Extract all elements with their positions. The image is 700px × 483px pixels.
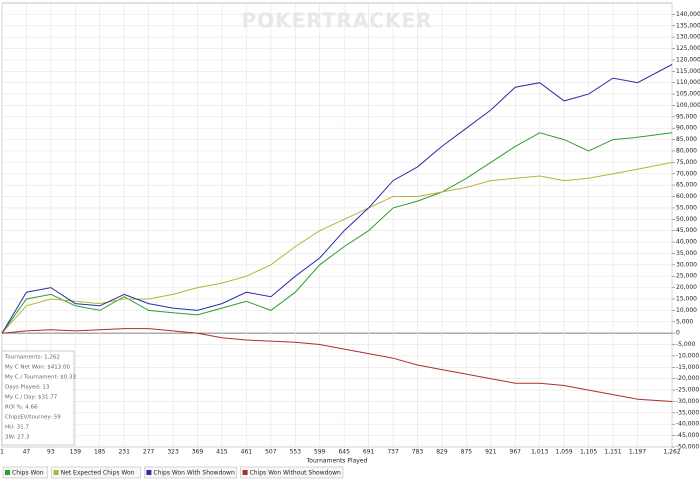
legend-box (240, 466, 344, 479)
x-tick-label: 875 (461, 449, 473, 456)
x-tick-label: 967 (510, 449, 522, 456)
y-tick-label: -30,000 (676, 398, 699, 405)
x-tick-label: 185 (94, 449, 106, 456)
x-tick-label: 737 (387, 449, 399, 456)
y-tick-label: 35,000 (676, 250, 697, 257)
x-tick-label: 1,151 (604, 449, 621, 456)
y-tick-label: 55,000 (676, 204, 697, 211)
legend-label: Chips Won With Showdown (153, 470, 235, 477)
y-tick-label: 30,000 (676, 261, 697, 268)
plot-area (1, 2, 673, 448)
y-tick-label: 80,000 (676, 148, 697, 155)
x-tick-label: 1,197 (629, 449, 646, 456)
y-tick-label: -5,000 (676, 341, 696, 348)
x-tick-label: 507 (265, 449, 277, 456)
legend-label: Chips Won (12, 470, 44, 477)
x-tick-label: 1,262 (663, 449, 680, 456)
legend-label: Net Expected Chips Won (61, 470, 135, 477)
y-tick-label: -45,000 (676, 432, 699, 439)
y-tick-label: 140,000 (676, 11, 700, 18)
y-tick-label: 95,000 (676, 113, 697, 120)
legend-label: Chips Won Without Showdown (250, 470, 341, 477)
stats-panel (1, 350, 75, 446)
x-tick-label: 139 (70, 449, 82, 456)
stats-text: My C / Day: $31.77 (5, 395, 58, 401)
x-tick-label: 553 (290, 449, 302, 456)
x-axis-title: Tournaments Played (306, 458, 368, 465)
stats-text: Tournaments: 1,262 (4, 355, 60, 361)
y-tick-label: 130,000 (676, 34, 700, 41)
y-tick-label: 20,000 (676, 284, 697, 291)
x-tick-label: 47 (23, 449, 31, 456)
y-tick-label: 15,000 (676, 296, 697, 303)
y-tick-label: 70,000 (676, 170, 697, 177)
x-tick-label: 1 (0, 449, 4, 456)
stats-text: My C / Tournament: $0.33 (5, 375, 76, 381)
x-tick-label: 1,105 (580, 449, 597, 456)
series-line (1, 328, 673, 402)
y-tick-label: 110,000 (676, 79, 700, 86)
series-line (1, 132, 673, 334)
y-tick-label: -20,000 (676, 375, 699, 382)
stats-text: Days Played: 13 (5, 385, 50, 391)
y-tick-label: 0 (676, 330, 680, 337)
y-tick-label: -50,000 (676, 444, 699, 451)
y-tick-label: 65,000 (676, 182, 697, 189)
watermark: POKERTRACKER (241, 9, 432, 33)
stats-text: ROI %: 4.66 (5, 405, 38, 411)
y-tick-label: -15,000 (676, 364, 699, 371)
x-tick-label: 369 (192, 449, 204, 456)
y-tick-label: 125,000 (676, 45, 700, 52)
y-tick-label: 5,000 (676, 318, 693, 325)
x-tick-label: 323 (167, 449, 179, 456)
x-tick-label: 921 (485, 449, 497, 456)
y-tick-label: 105,000 (676, 91, 700, 98)
y-tick-label: 90,000 (676, 125, 697, 132)
y-tick-label: 100,000 (676, 102, 700, 109)
stats-text: ChipsEV/tourney: 59 (5, 415, 61, 421)
y-tick-label: 120,000 (676, 56, 700, 63)
y-tick-label: 75,000 (676, 159, 697, 166)
y-tick-label: -40,000 (676, 421, 699, 428)
y-tick-label: 10,000 (676, 307, 697, 314)
y-tick-label: 25,000 (676, 273, 697, 280)
x-tick-label: 93 (47, 449, 55, 456)
legend-box (2, 466, 48, 479)
x-tick-label: 645 (338, 449, 350, 456)
y-tick-label: 45,000 (676, 227, 697, 234)
y-tick-label: -35,000 (676, 409, 699, 416)
x-tick-label: 783 (412, 449, 424, 456)
x-tick-label: 599 (314, 449, 326, 456)
x-tick-label: 231 (118, 449, 130, 456)
legend-swatch (242, 470, 248, 475)
legend-swatch (5, 470, 10, 475)
y-tick-label: 135,000 (676, 22, 700, 29)
legend-box (144, 466, 237, 479)
y-tick-label: 40,000 (676, 239, 697, 246)
x-tick-label: 277 (143, 449, 155, 456)
stats-text: HU: 31.7 (5, 425, 30, 431)
series-line (1, 161, 673, 334)
series-line (1, 64, 673, 334)
x-tick-label: 691 (363, 449, 375, 456)
y-tick-label: 50,000 (676, 216, 697, 223)
x-tick-label: 461 (241, 449, 253, 456)
y-tick-label: 85,000 (676, 136, 697, 143)
x-tick-label: 1,013 (531, 449, 548, 456)
legend-box (51, 466, 141, 479)
stats-text: 3W: 27.3 (5, 435, 30, 441)
stats-text: My C Net Won: $413.00 (5, 365, 71, 371)
x-tick-label: 1,059 (556, 449, 573, 456)
y-tick-label: 115,000 (676, 68, 700, 75)
y-tick-label: -10,000 (676, 352, 699, 359)
y-tick-label: 60,000 (676, 193, 697, 200)
legend-swatch (53, 470, 59, 475)
x-tick-label: 829 (436, 449, 448, 456)
y-tick-label: -25,000 (676, 387, 699, 394)
legend-swatch (146, 470, 152, 475)
x-tick-label: 415 (216, 449, 228, 456)
